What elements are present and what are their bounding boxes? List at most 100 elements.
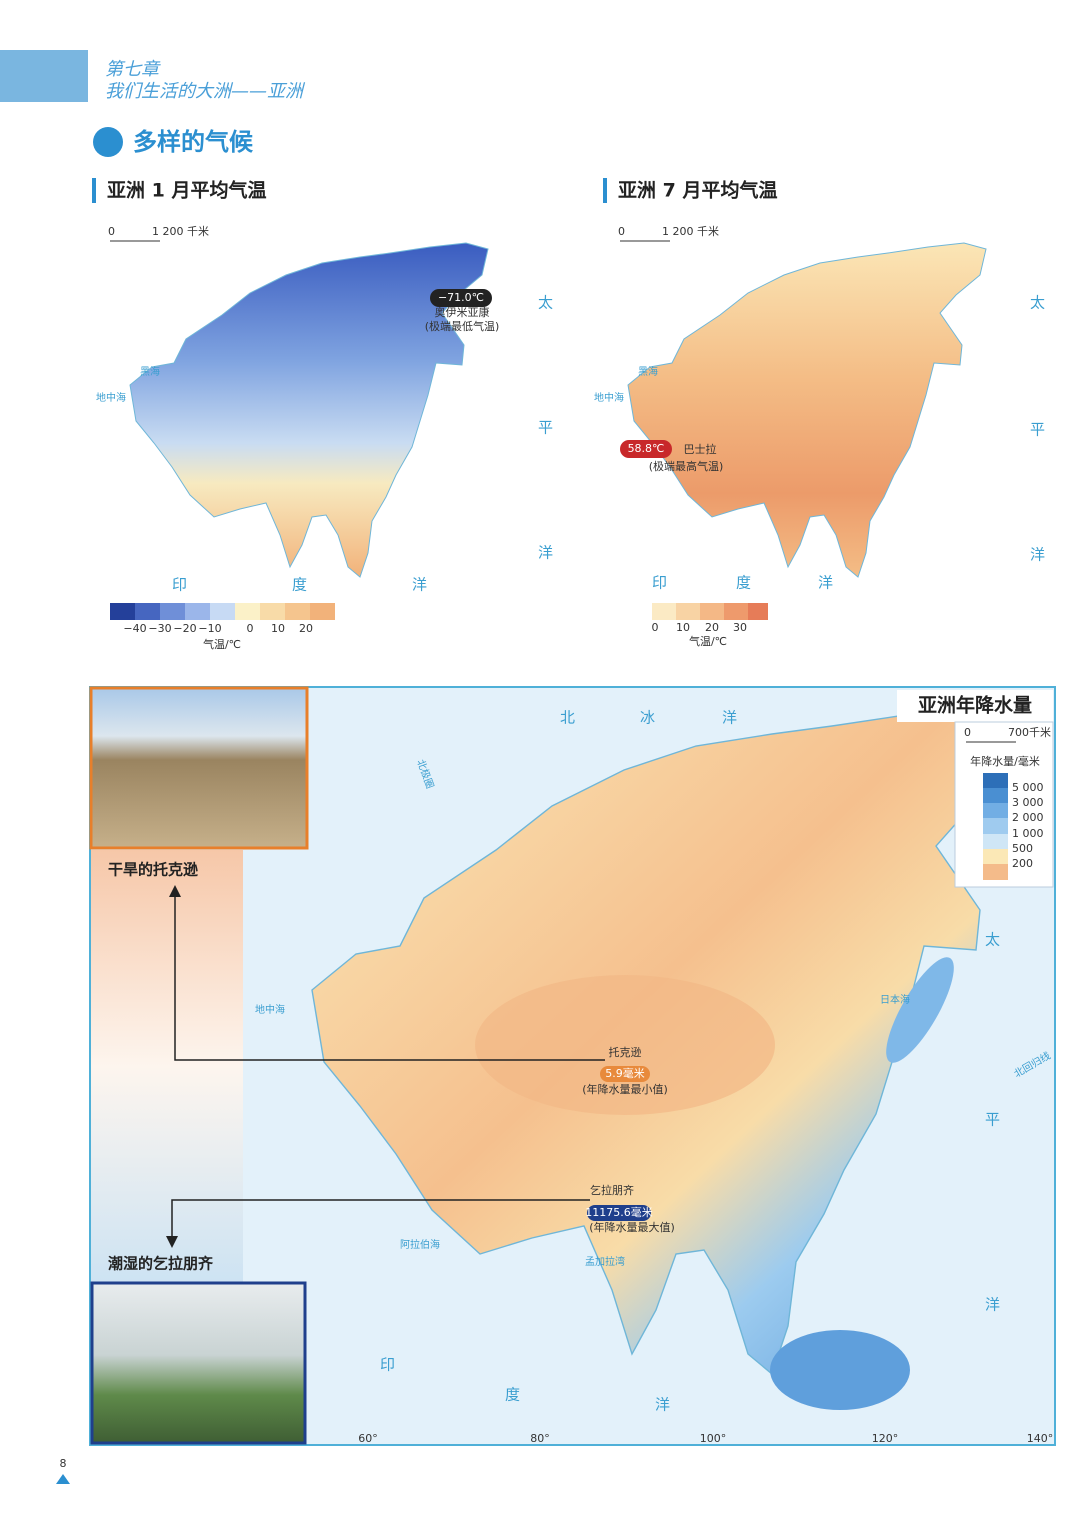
section-title: 多样的气候 — [133, 128, 254, 156]
record-value: 11175.6毫米 — [585, 1205, 653, 1219]
legend-swatch — [260, 603, 285, 620]
legend-tick: 0 — [652, 621, 659, 634]
arrow — [166, 1236, 178, 1248]
record-pill — [587, 1205, 651, 1221]
legend-tick: 3 000 — [1012, 796, 1044, 809]
ocean-label: 度 — [736, 574, 751, 592]
photo — [89, 686, 309, 850]
legend-tick: 10 — [271, 622, 285, 635]
page-mark — [56, 1474, 70, 1484]
ocean-label: 平 — [985, 1111, 1000, 1129]
page-number: 8 — [60, 1457, 67, 1470]
ocean-label: 度 — [292, 576, 307, 594]
legend-tick: 500 — [1012, 842, 1033, 855]
record-note: (极端最高气温) — [649, 459, 724, 473]
ocean-label: 洋 — [412, 576, 427, 594]
legend-tick: −40 — [123, 622, 146, 635]
sea-label: 日本海 — [880, 993, 910, 1006]
ocean-label: 洋 — [818, 574, 833, 592]
map-title: 亚洲年降水量 — [918, 694, 1032, 717]
legend-swatch — [135, 603, 160, 620]
legend-tick: 5 000 — [1012, 781, 1044, 794]
photo-caption: 干旱的托克逊 — [108, 861, 198, 879]
arrow — [169, 885, 181, 897]
legend — [110, 603, 335, 620]
photo — [90, 1281, 307, 1445]
legend-tick: 0 — [247, 622, 254, 635]
legend-swatch — [235, 603, 260, 620]
record-value: −71.0℃ — [438, 291, 484, 304]
legend-tick: −30 — [148, 622, 171, 635]
sea-label: 孟加拉湾 — [585, 1255, 625, 1268]
legend-tick: 20 — [705, 621, 719, 634]
connector — [174, 895, 605, 1061]
legend-tick: 2 000 — [1012, 811, 1044, 824]
record-pill — [600, 1066, 650, 1082]
legend-tick: 200 — [1012, 857, 1033, 870]
record-note: (极端最低气温) — [425, 319, 500, 333]
ocean-label: 洋 — [722, 709, 737, 727]
record-place: 乞拉朋齐 — [590, 1183, 634, 1197]
scale-label: 0 — [108, 225, 115, 238]
record-place: 托克逊 — [609, 1045, 642, 1059]
legend-swatch — [160, 603, 185, 620]
title-box — [897, 690, 1053, 722]
photo-caption: 潮湿的乞拉朋齐 — [108, 1255, 214, 1273]
map-title: 亚洲 1 月平均气温 — [107, 179, 266, 202]
legend-swatch — [110, 603, 135, 620]
legend-swatch — [748, 603, 768, 620]
ocean-label: 印 — [652, 574, 667, 592]
scale-label: 1 200 千米 — [152, 225, 209, 238]
ocean-label: 洋 — [1030, 546, 1045, 564]
ocean-label: 洋 — [655, 1396, 670, 1414]
longitude-label: 100° — [700, 1432, 727, 1445]
sea-label: 阿拉伯海 — [400, 1238, 440, 1251]
ocean-label: 洋 — [985, 1296, 1000, 1314]
header-bar — [0, 50, 88, 102]
legend-tick: 20 — [299, 622, 313, 635]
legend-tick: −20 — [173, 622, 196, 635]
record-place: 巴士拉 — [684, 442, 717, 456]
legend-swatch — [724, 603, 748, 620]
chapter: 第七章 — [105, 59, 161, 80]
legend-swatch — [983, 864, 1008, 880]
legend-tick: 1 000 — [1012, 827, 1044, 840]
legend-swatch — [210, 603, 235, 620]
legend-swatch — [983, 849, 1008, 864]
ocean-label: 印 — [380, 1356, 395, 1374]
record-note: (年降水量最大值) — [589, 1220, 675, 1234]
sea-label: 黑海 — [638, 365, 658, 378]
legend-swatch — [983, 788, 1008, 803]
legend-swatch — [983, 818, 1008, 834]
map-title: 亚洲 7 月平均气温 — [618, 179, 777, 202]
legend-swatch — [983, 834, 1008, 849]
ocean-label: 洋 — [538, 544, 553, 562]
asia-map — [627, 242, 987, 578]
legend — [983, 773, 1008, 880]
longitude-label: 120° — [872, 1432, 899, 1445]
sea-label: 地中海 — [96, 391, 126, 404]
record-value: 58.8℃ — [628, 442, 665, 455]
ocean-label: 太 — [1030, 294, 1045, 312]
record-place: 奥伊米亚康 — [435, 305, 490, 319]
longitude-label: 60° — [358, 1432, 378, 1445]
title-bar — [603, 178, 607, 203]
connector — [171, 1199, 590, 1238]
record-note: (年降水量最小值) — [582, 1082, 668, 1096]
longitude-label: 80° — [530, 1432, 550, 1445]
legend-swatch — [700, 603, 724, 620]
side-panel — [91, 850, 243, 1283]
island — [886, 957, 954, 1063]
legend-swatch — [652, 603, 676, 620]
record-pill — [430, 289, 492, 307]
legend-swatch — [676, 603, 700, 620]
sea-label: 地中海 — [594, 391, 624, 404]
legend-caption: 年降水量/毫米 — [970, 754, 1040, 768]
wet-region — [770, 1330, 910, 1410]
legend-tick: −10 — [198, 622, 221, 635]
legend-caption: 气温/℃ — [203, 637, 241, 651]
scale-label: 0 — [964, 726, 971, 739]
ocean-label: 太 — [538, 294, 553, 312]
record-pill — [620, 440, 672, 458]
